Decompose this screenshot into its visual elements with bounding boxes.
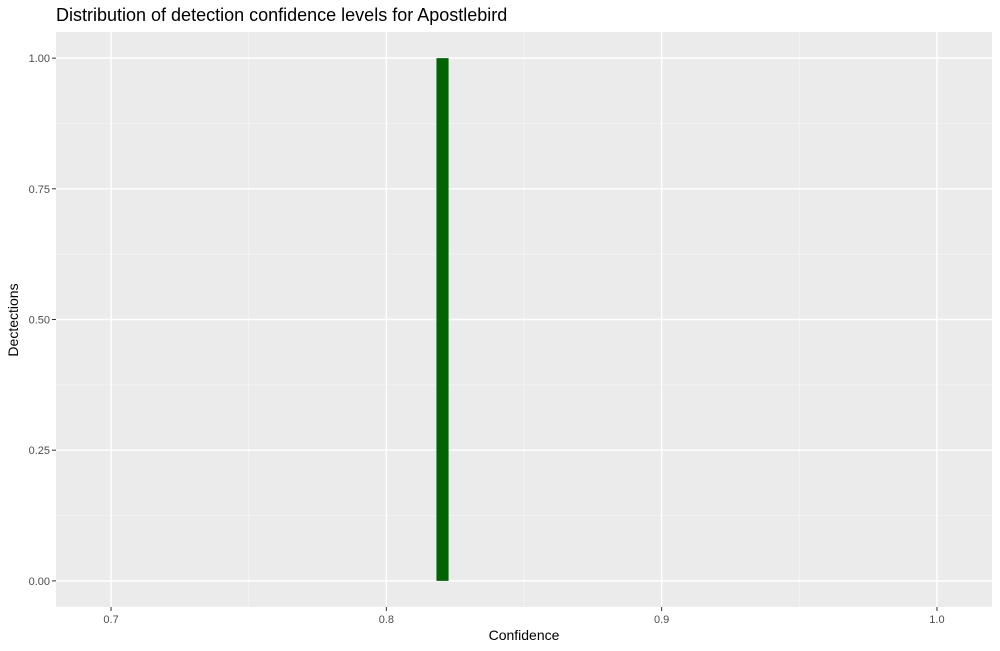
y-axis: 0.00 0.25 0.50 0.75 1.00 [29,53,56,588]
histogram-bar [436,58,449,581]
y-tick-label: 0.25 [29,445,50,457]
chart-title: Distribution of detection confidence lev… [56,5,507,25]
y-tick-label: 0.00 [29,576,50,588]
x-tick-label: 0.7 [103,614,118,626]
x-axis: 0.7 0.8 0.9 1.0 [103,607,945,626]
x-tick-label: 0.8 [379,614,394,626]
major-gridlines [56,32,992,607]
y-axis-label: Dectections [5,283,21,356]
x-tick-label: 1.0 [929,614,944,626]
y-tick-label: 0.50 [29,315,50,327]
x-tick-label: 0.9 [654,614,669,626]
y-tick-label: 0.75 [29,184,50,196]
y-tick-label: 1.00 [29,53,50,65]
x-axis-label: Confidence [489,627,560,643]
bars [436,58,449,581]
